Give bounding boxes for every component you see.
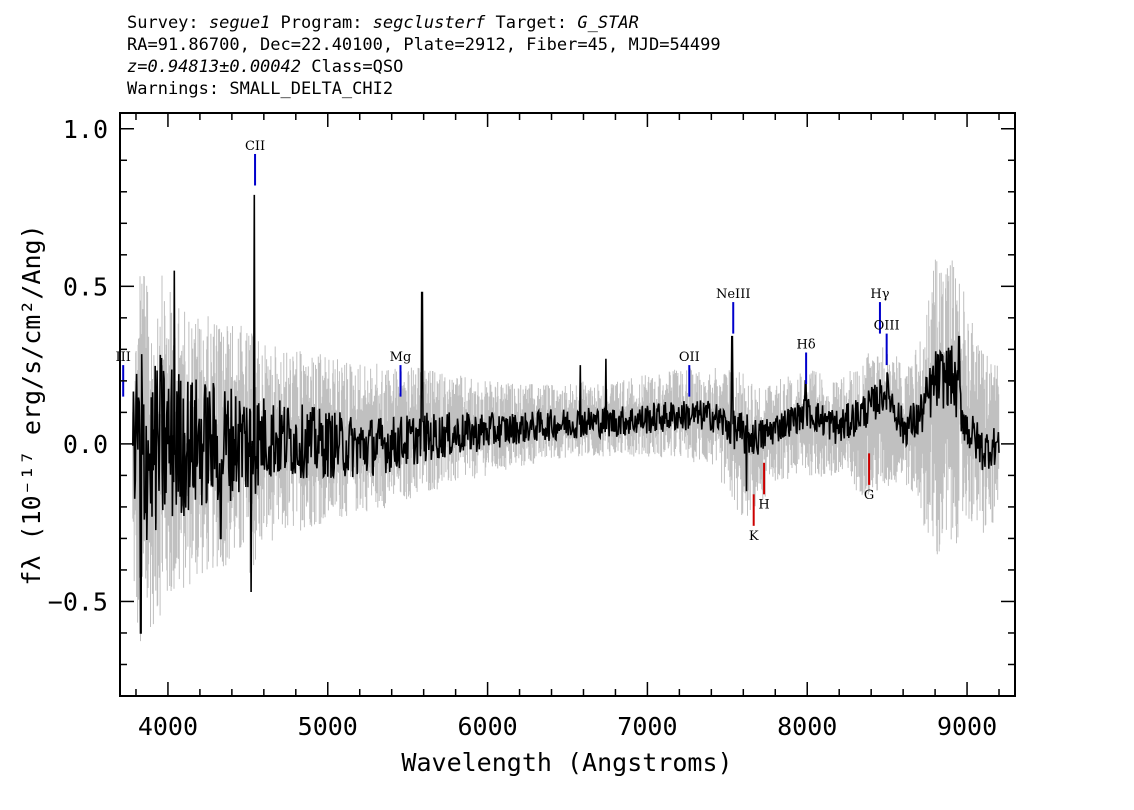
line-marker-hγ: Hγ [870,287,890,334]
line-marker-iii: III [115,350,131,397]
class-value: Class=QSO [301,57,404,77]
x-tick-label: 7000 [617,712,677,741]
line-marker-cii: CII [245,139,265,186]
redshift-value: z=0.94813±0.00042 [127,57,301,77]
line-markers: CII Mg OII NeIII Hδ Hγ OIII III K H G [115,139,899,544]
program-value: segclusterf [372,13,486,33]
line-marker-oiii: OIII [874,319,900,366]
line-marker-label: Mg [390,350,412,365]
x-tick-label: 6000 [457,712,517,741]
line-marker-label: Hδ [797,338,816,353]
header-line-1: Survey: segue1 Program: segclusterf Targ… [127,12,721,34]
line-marker-h: H [758,462,770,512]
x-tick-label: 4000 [138,712,198,741]
target-value: G_STAR [577,13,639,33]
plot-area [132,194,1000,642]
y-tick-label: 1.0 [63,115,108,144]
spectrum-header: Survey: segue1 Program: segclusterf Targ… [127,12,721,100]
line-marker-label: OII [679,350,700,365]
y-tick-label: 0.5 [63,272,108,301]
x-tick-label: 8000 [777,712,837,741]
flux-series [132,194,1000,634]
line-marker-label: NeIII [716,287,750,302]
line-marker-hδ: Hδ [797,338,816,385]
survey-label: Survey: [127,13,209,33]
header-line-4: Warnings: SMALL_DELTA_CHI2 [127,79,394,99]
program-label: Program: [270,13,373,33]
line-marker-k: K [749,494,759,544]
y-axis-title: fλ (10⁻¹⁷ erg/s/cm²/Ang) [17,224,46,585]
line-marker-neiii: NeIII [716,287,750,334]
line-marker-label: CII [245,139,265,154]
header-line-3: z=0.94813±0.00042 Class=QSO [127,56,721,78]
line-marker-mg: Mg [390,350,412,397]
axes: 4000 5000 6000 7000 8000 9000 1.0 0.5 0.0 −0.5 [48,113,1015,741]
x-tick-label: 5000 [298,712,358,741]
y-tick-label: 0.0 [63,430,108,459]
y-tick-label: −0.5 [48,587,108,616]
x-tick-label: 9000 [937,712,997,741]
line-marker-oii: OII [679,350,700,397]
line-marker-label: Hγ [870,287,889,302]
line-marker-label: III [115,350,130,365]
line-marker-g: G [864,453,874,503]
x-axis-title: Wavelength (Angstroms) [401,748,732,777]
line-marker-label: H [758,497,769,512]
line-marker-label: OIII [874,319,900,334]
header-line-2: RA=91.86700, Dec=22.40100, Plate=2912, F… [127,35,721,55]
target-label: Target: [485,13,578,33]
survey-value: segue1 [208,13,271,33]
line-marker-label: K [749,529,759,544]
plot-frame [119,112,1016,697]
line-marker-label: G [864,488,874,503]
